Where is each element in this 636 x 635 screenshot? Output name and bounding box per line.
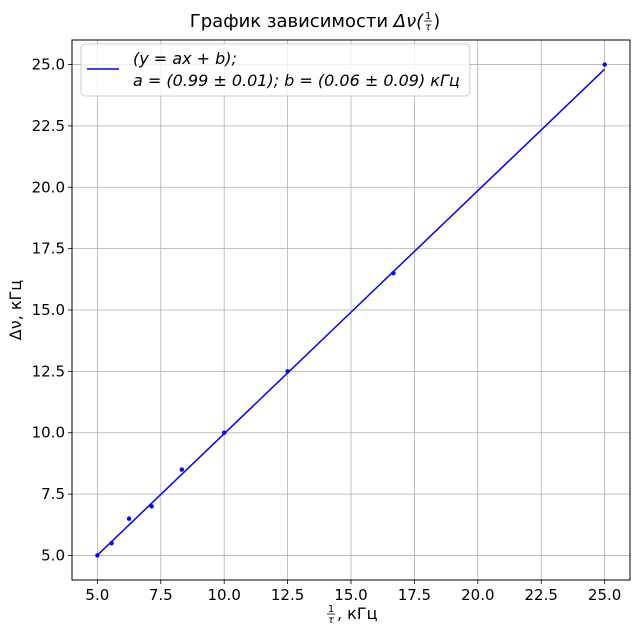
chart-title-close: ) xyxy=(433,11,440,32)
y-tick-label: 20.0 xyxy=(32,178,65,196)
legend-box xyxy=(80,43,471,97)
chart-title: График зависимости Δν() xyxy=(190,11,440,32)
data-point xyxy=(391,270,396,276)
fit-line xyxy=(96,68,606,556)
chart-title-fraction: 1 τ xyxy=(424,11,433,33)
y-tick-label: 10.0 xyxy=(32,424,65,442)
x-axis-label-unit: , кГц xyxy=(337,604,378,623)
data-point xyxy=(285,369,290,374)
data-point xyxy=(126,516,132,521)
legend-label-line2: a = (0.99 ± 0.01); b = (0.06 ± 0.09) кГц xyxy=(133,71,460,90)
x-tick-label: 22.5 xyxy=(525,586,558,604)
x-axis-label-den: τ xyxy=(328,615,335,626)
data-point xyxy=(221,430,227,435)
data-point xyxy=(109,540,114,546)
data-points-layer xyxy=(95,62,607,558)
x-axis-label: 1 τ , кГц xyxy=(327,604,378,626)
x-tick-label: 12.5 xyxy=(271,586,304,604)
y-tick-label: 5.0 xyxy=(41,546,65,564)
axis-ticks: 5.0 7.5 10.0 12.5 15.0 17.5 20.0 22.5 25.0 5.0 7.5… xyxy=(32,56,622,604)
x-tick-label: 15.0 xyxy=(334,586,367,604)
chart-title-fraction-den: τ xyxy=(425,22,432,33)
x-tick-label: 25.0 xyxy=(588,586,621,604)
y-tick-label: 25.0 xyxy=(32,56,65,74)
y-tick-label: 12.5 xyxy=(32,362,65,380)
y-tick-label: 22.5 xyxy=(32,117,65,135)
data-point xyxy=(149,504,154,509)
y-tick-label: 17.5 xyxy=(32,240,65,258)
x-tick-label: 17.5 xyxy=(398,586,431,604)
data-point xyxy=(179,467,185,472)
fit-line-layer xyxy=(96,68,606,556)
y-tick-label: 7.5 xyxy=(41,485,65,503)
data-point xyxy=(602,62,607,67)
data-point xyxy=(95,553,100,558)
legend-label-line1: (y = ax + b); xyxy=(133,49,237,68)
chart-title-fraction-num: 1 xyxy=(425,11,431,22)
x-tick-label: 5.0 xyxy=(85,586,109,604)
x-tick-label: 10.0 xyxy=(207,586,240,604)
x-axis-label-num: 1 xyxy=(328,604,334,615)
y-tick-label: 15.0 xyxy=(32,301,65,319)
chart-title-prefix: График зависимости xyxy=(190,11,394,32)
x-tick-label: 20.0 xyxy=(461,586,494,604)
x-tick-label: 7.5 xyxy=(149,586,173,604)
chart-title-func: Δν( xyxy=(392,11,424,32)
y-axis-label: Δν, кГц xyxy=(6,280,25,340)
legend: (y = ax + b); a = (0.99 ± 0.01); b = (0.… xyxy=(80,43,471,97)
